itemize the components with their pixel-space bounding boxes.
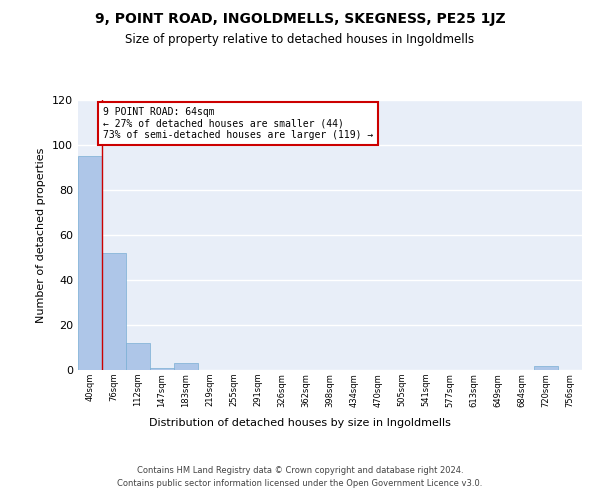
Bar bbox=[150, 368, 174, 370]
Bar bbox=[78, 156, 102, 370]
Bar bbox=[534, 366, 558, 370]
Text: Size of property relative to detached houses in Ingoldmells: Size of property relative to detached ho… bbox=[125, 32, 475, 46]
Y-axis label: Number of detached properties: Number of detached properties bbox=[37, 148, 46, 322]
Text: 9 POINT ROAD: 64sqm
← 27% of detached houses are smaller (44)
73% of semi-detach: 9 POINT ROAD: 64sqm ← 27% of detached ho… bbox=[103, 107, 373, 140]
Bar bbox=[174, 363, 198, 370]
Text: 9, POINT ROAD, INGOLDMELLS, SKEGNESS, PE25 1JZ: 9, POINT ROAD, INGOLDMELLS, SKEGNESS, PE… bbox=[95, 12, 505, 26]
Bar bbox=[102, 253, 126, 370]
Text: Distribution of detached houses by size in Ingoldmells: Distribution of detached houses by size … bbox=[149, 418, 451, 428]
Bar bbox=[126, 343, 150, 370]
Text: Contains HM Land Registry data © Crown copyright and database right 2024.
Contai: Contains HM Land Registry data © Crown c… bbox=[118, 466, 482, 487]
